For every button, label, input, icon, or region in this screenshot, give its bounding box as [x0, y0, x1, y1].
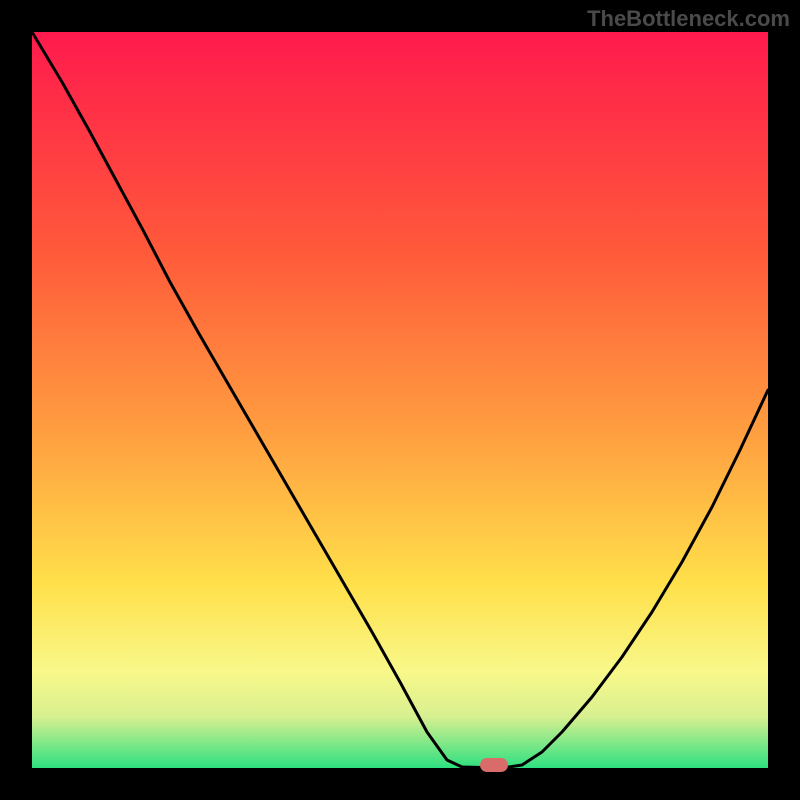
watermark-text: TheBottleneck.com	[587, 6, 790, 32]
bottleneck-curve	[32, 32, 768, 768]
chart-plot-area	[32, 32, 768, 768]
optimal-point-marker	[480, 758, 508, 772]
